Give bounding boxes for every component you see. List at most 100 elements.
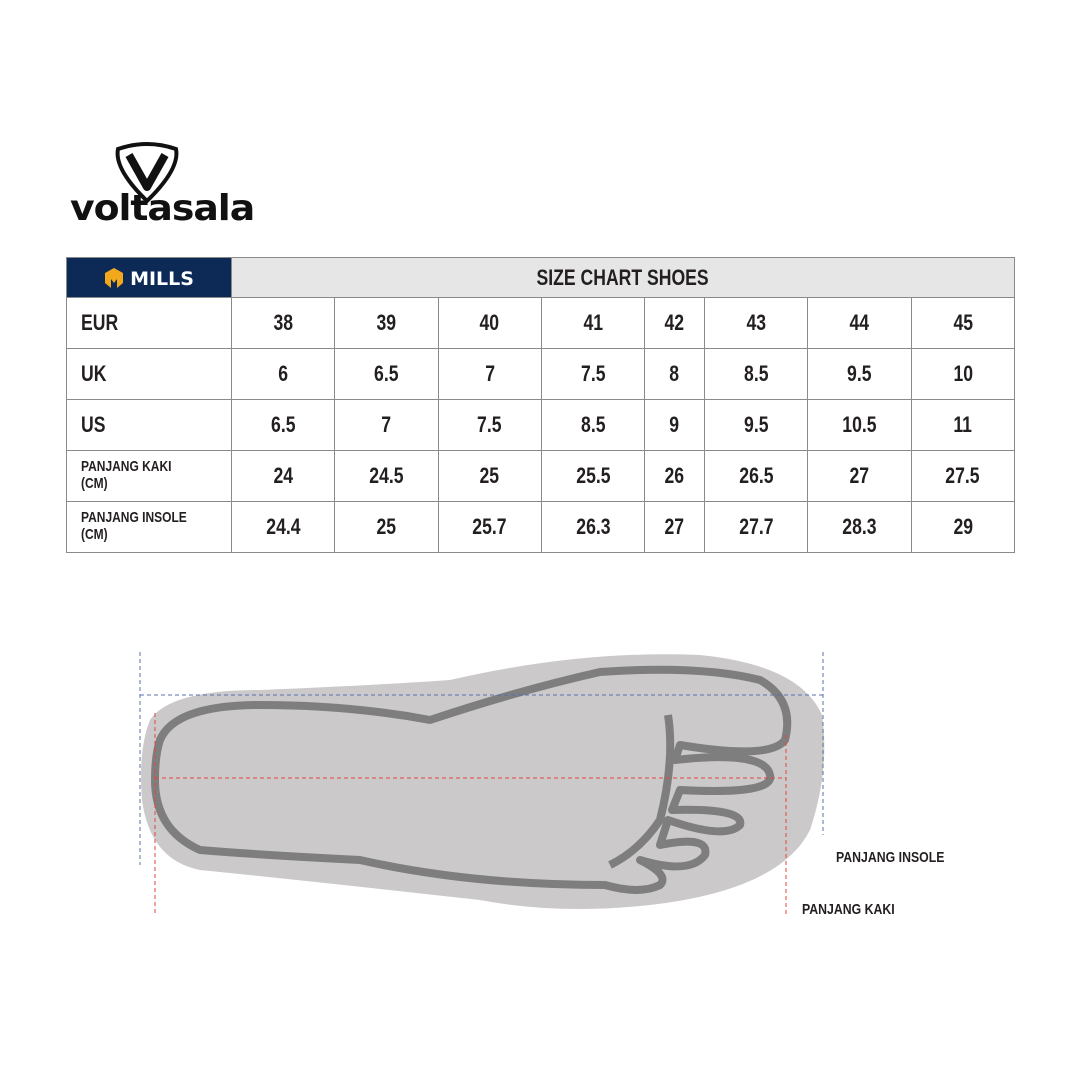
foot-outline <box>151 665 792 894</box>
size-cell: 29 <box>910 501 1016 553</box>
row-label-cell: UK <box>66 348 232 400</box>
size-value: 26 <box>664 463 685 488</box>
table-row: US 6.5 7 7.5 8.5 9 9.5 10.5 11 <box>66 399 1016 451</box>
row-label: PANJANG KAKI (CM) <box>81 458 172 492</box>
size-cell: 38 <box>230 297 336 349</box>
size-value: 27 <box>664 514 685 539</box>
size-value: 9.5 <box>847 361 872 386</box>
size-cell: 10.5 <box>807 399 912 451</box>
row-label: UK <box>81 361 107 386</box>
size-cell: 6.5 <box>334 348 439 400</box>
table-title-cell: SIZE CHART SHOES <box>231 257 1015 298</box>
size-value: 27.5 <box>945 463 980 488</box>
size-value: 25 <box>479 463 500 488</box>
size-cell: 10 <box>910 348 1016 400</box>
row-label: PANJANG INSOLE (CM) <box>81 509 187 543</box>
size-cell: 27 <box>807 450 912 502</box>
size-value: 24 <box>273 463 293 488</box>
size-cell: 26.3 <box>540 501 646 553</box>
size-value: 29 <box>953 514 973 539</box>
size-cell: 39 <box>334 297 439 349</box>
size-value: 27.7 <box>739 514 774 539</box>
row-label-cell: PANJANG INSOLE (CM) <box>66 501 232 553</box>
size-cell: 8.5 <box>540 399 646 451</box>
size-cell: 26 <box>644 450 706 502</box>
size-cell: 45 <box>910 297 1016 349</box>
voltasala-logo-icon <box>115 142 179 204</box>
row-label: US <box>81 412 106 437</box>
size-value: 41 <box>583 310 603 335</box>
size-value: 24.5 <box>369 463 404 488</box>
size-value: 10.5 <box>842 412 877 437</box>
size-value: 25.5 <box>575 463 611 488</box>
size-value: 10 <box>953 361 973 386</box>
size-cell: 43 <box>704 297 809 349</box>
size-value: 25.7 <box>472 514 507 539</box>
table-row: UK 6 6.5 7 7.5 8 8.5 9.5 10 <box>66 348 1016 400</box>
size-cell: 9.5 <box>807 348 912 400</box>
size-chart-table: MILLS SIZE CHART SHOES EUR 38 39 40 41 42 43 44… <box>66 257 1016 553</box>
size-cell: 40 <box>437 297 542 349</box>
size-value: 8 <box>669 361 680 386</box>
insole-length-label: PANJANG INSOLE <box>836 849 945 866</box>
size-value: 39 <box>376 310 397 335</box>
size-value: 44 <box>849 310 870 335</box>
insole-shape <box>141 654 825 909</box>
size-value: 42 <box>664 310 685 335</box>
size-cell: 6.5 <box>230 399 336 451</box>
size-cell: 27.7 <box>704 501 809 553</box>
mills-helmet-icon <box>105 267 124 288</box>
size-cell: 24.5 <box>334 450 439 502</box>
size-cell: 41 <box>540 297 646 349</box>
size-value: 9.5 <box>743 412 769 437</box>
size-cell: 25.5 <box>540 450 646 502</box>
size-cell: 7 <box>437 348 542 400</box>
size-value: 27 <box>849 463 870 488</box>
row-label: EUR <box>81 310 119 335</box>
size-cell: 7.5 <box>540 348 646 400</box>
size-value: 11 <box>953 412 973 437</box>
size-cell: 27.5 <box>910 450 1016 502</box>
size-value: 7 <box>484 361 495 386</box>
row-label-cell: EUR <box>66 297 232 349</box>
size-cell: 24.4 <box>230 501 336 553</box>
size-cell: 9 <box>644 399 706 451</box>
size-value: 28.3 <box>842 514 877 539</box>
size-cell: 25.7 <box>437 501 542 553</box>
size-value: 7.5 <box>477 412 502 437</box>
mills-brand-cell: MILLS <box>66 257 232 298</box>
size-cell: 6 <box>230 348 336 400</box>
size-value: 40 <box>479 310 500 335</box>
size-value: 45 <box>953 310 973 335</box>
size-value: 8.5 <box>743 361 769 386</box>
size-value: 26.3 <box>575 514 611 539</box>
size-cell: 25 <box>334 501 439 553</box>
mills-label: MILLS <box>130 267 194 290</box>
size-value: 6 <box>278 361 289 386</box>
row-label-cell: PANJANG KAKI (CM) <box>66 450 232 502</box>
brand-wordmark: voltasala <box>70 188 255 229</box>
size-value: 7 <box>381 412 392 437</box>
size-value: 7.5 <box>580 361 606 386</box>
table-row: EUR 38 39 40 41 42 43 44 45 <box>66 297 1016 349</box>
size-value: 8.5 <box>580 412 606 437</box>
size-cell: 26.5 <box>704 450 809 502</box>
size-value: 24.4 <box>266 514 301 539</box>
size-cell: 7 <box>334 399 439 451</box>
size-cell: 9.5 <box>704 399 809 451</box>
size-value: 26.5 <box>739 463 774 488</box>
size-value: 6.5 <box>374 361 399 386</box>
size-value: 6.5 <box>270 412 296 437</box>
foot-length-label: PANJANG KAKI <box>802 901 895 918</box>
table-title: SIZE CHART SHOES <box>536 264 710 290</box>
table-row: PANJANG INSOLE (CM) 24.4 25 25.7 26.3 27 27.7 2… <box>66 501 1016 553</box>
size-cell: 8 <box>644 348 706 400</box>
size-cell: 11 <box>910 399 1016 451</box>
foot-diagram <box>0 600 1080 940</box>
size-cell: 44 <box>807 297 912 349</box>
size-cell: 28.3 <box>807 501 912 553</box>
size-cell: 24 <box>230 450 336 502</box>
foot-insole-illustration <box>139 652 825 915</box>
size-cell: 7.5 <box>437 399 542 451</box>
size-cell: 42 <box>644 297 706 349</box>
